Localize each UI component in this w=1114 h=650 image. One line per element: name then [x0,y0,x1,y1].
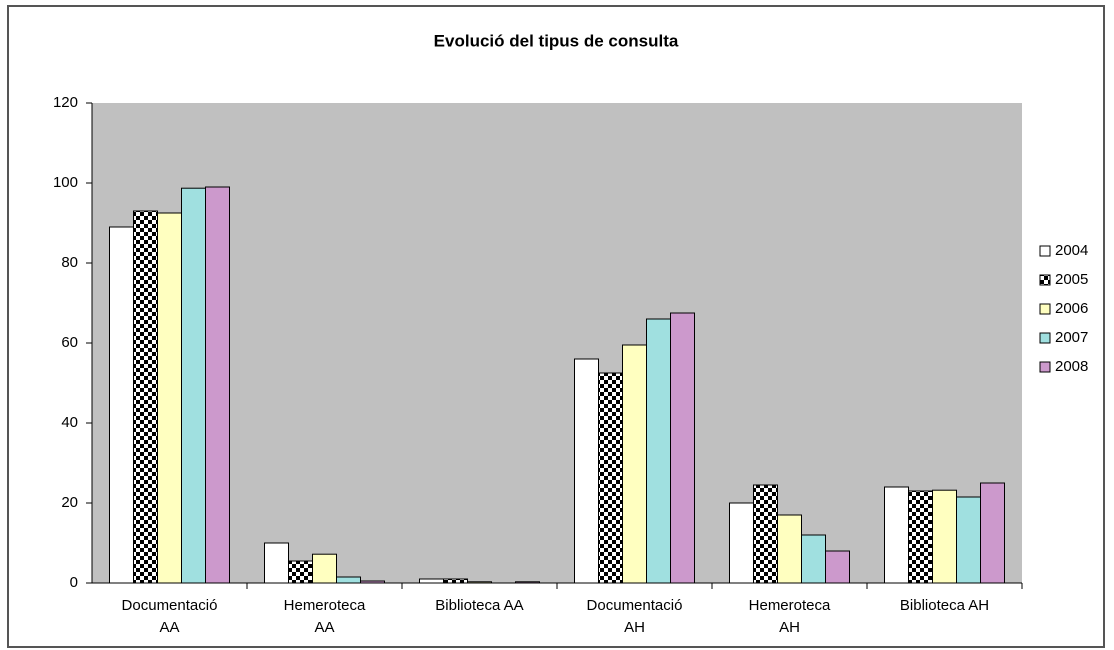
bar [264,542,289,584]
bar [205,186,230,584]
y-tick-label: 80 [61,254,78,271]
bar [443,578,468,584]
bar [288,560,313,584]
legend-swatch [1039,361,1051,373]
bar [336,576,361,584]
y-tick-label: 60 [61,334,78,351]
bar [884,486,909,584]
y-tick-label: 100 [53,174,78,191]
bar [598,372,623,584]
y-tick-label: 40 [61,414,78,431]
legend-swatch [1039,245,1051,257]
y-tick-label: 120 [53,94,78,111]
bar [157,212,182,584]
chart-title: Evolució del tipus de consulta [434,31,679,50]
legend-swatch [1039,274,1051,286]
plot-area [92,103,1022,583]
legend-label: 2005 [1055,271,1088,288]
bar [908,490,933,584]
legend-swatch [1039,303,1051,315]
legend-label: 2006 [1055,300,1088,317]
bar [670,312,695,584]
x-tick-label: Biblioteca AH [899,597,990,614]
bar [622,344,647,584]
bar [980,482,1005,584]
bar [825,550,850,584]
bar [932,489,957,584]
bar [419,578,444,584]
bar [574,358,599,584]
bar [729,502,754,584]
bar [181,187,206,584]
legend-label: 2004 [1055,242,1088,259]
bar [646,318,671,584]
legend-label: 2007 [1055,329,1088,346]
legend-label: 2008 [1055,358,1088,375]
bar [801,534,826,584]
x-tick-label: Biblioteca AA [435,597,524,614]
bar [777,514,802,584]
x-tick-label: Hemeroteca AA [283,597,366,636]
bar [956,496,981,584]
bar [133,210,158,584]
x-tick-label: Hemeroteca AH [748,597,831,636]
y-tick-label: 0 [70,574,78,591]
legend-swatch [1039,332,1051,344]
x-tick-label: Documentació AA [121,597,218,636]
bar [109,226,134,584]
x-tick-label: Documentació AH [586,597,683,636]
bar [312,553,337,584]
bar [753,484,778,584]
y-tick-label: 20 [61,494,78,511]
